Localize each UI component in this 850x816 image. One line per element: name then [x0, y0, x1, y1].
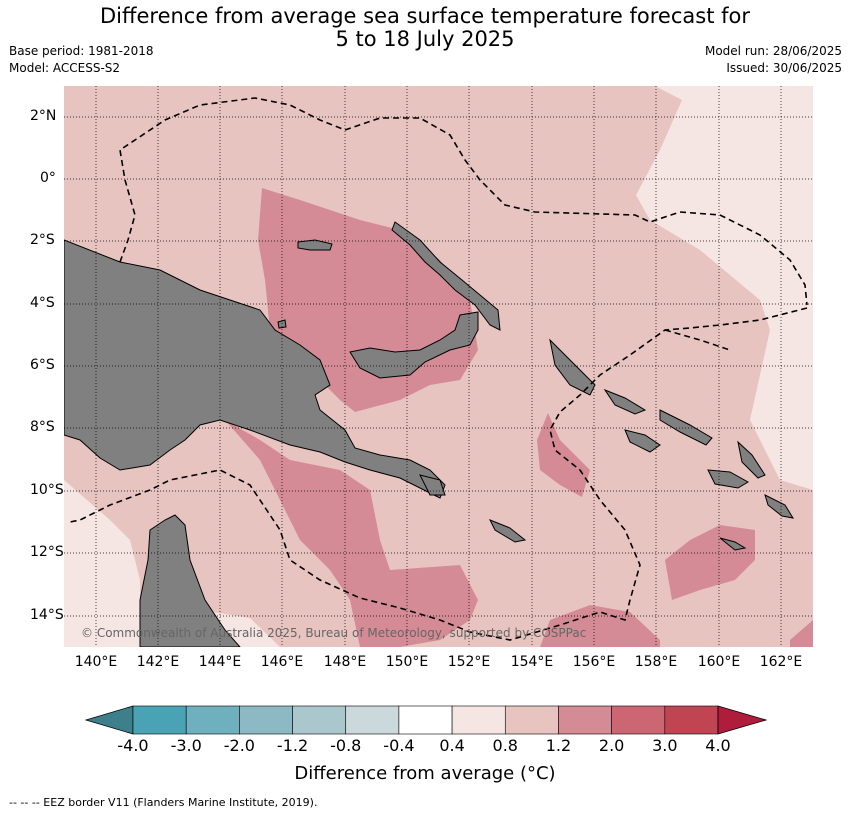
lat-label: 2°N: [30, 108, 57, 124]
colorbar-tick-label: 3.0: [652, 736, 678, 755]
land-bougainville: [549, 338, 596, 396]
land-new-ireland: [391, 221, 501, 331]
land-new-georgia: [624, 429, 661, 453]
land-santa-isabel: [659, 409, 713, 446]
land-new-britain: [349, 311, 479, 379]
model-run: Model run: 28/06/2025: [704, 44, 842, 58]
meta-right: Model run: 28/06/2025 Issued: 30/06/2025: [705, 43, 842, 77]
colorbar-swatch: [611, 705, 666, 735]
lon-label: 148°E: [323, 654, 367, 670]
land-cape-york: [139, 514, 241, 647]
lat-label: 2°S: [30, 232, 55, 248]
land-louisiade: [488, 519, 527, 543]
colorbar-swatch: [239, 705, 293, 735]
colorbar-swatch: [132, 705, 187, 735]
lat-label: 14°S: [30, 607, 64, 623]
colorbar-swatch: [185, 705, 240, 735]
lon-label: 152°E: [447, 654, 491, 670]
colorbar-tick-labels: -4.0 -3.0 -2.0 -1.2 -0.8 -0.4 0.4 0.8 1.2 2.0 3.0 4…: [0, 736, 850, 756]
map-area: [64, 86, 813, 647]
land-guadalcanal: [707, 469, 749, 489]
lat-label: 6°S: [30, 357, 55, 373]
colorbar-max-arrow: [717, 705, 768, 735]
land-manus: [297, 239, 333, 251]
colorbar-swatch: [664, 705, 719, 735]
colorbar-swatch: [451, 705, 506, 735]
lon-label: 158°E: [634, 654, 678, 670]
lon-label: 156°E: [572, 654, 616, 670]
model-name: Model: ACCESS-S2: [9, 61, 121, 75]
lon-label: 150°E: [385, 654, 429, 670]
eez-borders: [69, 97, 808, 641]
eez-footnote: -- -- -- EEZ border V11 (Flanders Marine…: [9, 796, 318, 809]
colorbar-tick-label: -2.0: [223, 736, 255, 755]
land-makira: [764, 494, 795, 519]
land-choiseul: [603, 388, 647, 415]
colorbar-swatch: [292, 705, 347, 735]
lon-label: 142°E: [136, 654, 180, 670]
meta-left: Base period: 1981-2018 Model: ACCESS-S2: [9, 43, 154, 77]
colorbar-tick-label: 1.2: [545, 736, 572, 755]
issued-date: Issued: 30/06/2025: [726, 61, 842, 75]
lon-label: 160°E: [697, 654, 741, 670]
colorbar-swatch: [558, 705, 612, 735]
lon-label: 144°E: [198, 654, 242, 670]
colorbar-tick-label: -0.4: [383, 736, 415, 755]
land-malaita: [737, 440, 766, 479]
anomaly-band-1.2-2.0-corner: [790, 620, 813, 647]
colorbar-swatch: [345, 705, 400, 735]
lat-label: 12°S: [30, 544, 64, 560]
base-period: Base period: 1981-2018: [9, 44, 154, 58]
lat-label: 8°S: [30, 419, 55, 435]
lat-label: 10°S: [30, 482, 64, 498]
anomaly-band-1.2-2.0-south: [225, 420, 478, 647]
colorbar-title: Difference from average (°C): [294, 763, 556, 784]
copyright-notice: © Commonwealth of Australia 2025, Bureau…: [81, 626, 587, 640]
lat-label: 0°: [40, 170, 56, 186]
colorbar-min-arrow: [84, 705, 134, 735]
colorbar-tick-label: -4.0: [117, 736, 149, 755]
anomaly-band-0.4-0.8-east: [636, 86, 813, 490]
colorbar-tick-label: 4.0: [705, 736, 731, 755]
lat-label: 4°S: [30, 295, 55, 311]
colorbar-tick-label: 0.4: [439, 736, 465, 755]
anomaly-band-1.2-2.0-southeast: [540, 605, 660, 647]
colorbar-tick-label: -0.8: [330, 736, 362, 755]
lon-label: 146°E: [260, 654, 304, 670]
colorbar-swatch: [398, 705, 453, 735]
graticule: [64, 86, 813, 647]
colorbar-tick-label: -1.2: [276, 736, 309, 755]
colorbar: [84, 705, 768, 735]
lon-label: 162°E: [759, 654, 803, 670]
colorbar-swatch: [504, 705, 559, 735]
land-rennell: [719, 537, 747, 551]
lon-label: 140°E: [74, 654, 118, 670]
anomaly-band-0.4-0.8-southwest: [64, 480, 140, 647]
colorbar-tick-label: -3.0: [170, 736, 202, 755]
land-dentrecasteaux: [419, 474, 446, 496]
colorbar-tick-label: 2.0: [598, 736, 625, 755]
lon-label: 154°E: [510, 654, 554, 670]
colorbar-tick-label: 0.8: [492, 736, 518, 755]
map-title-line1: Difference from average sea surface temp…: [100, 4, 750, 28]
map-title-line2: 5 to 18 July 2025: [335, 27, 515, 51]
